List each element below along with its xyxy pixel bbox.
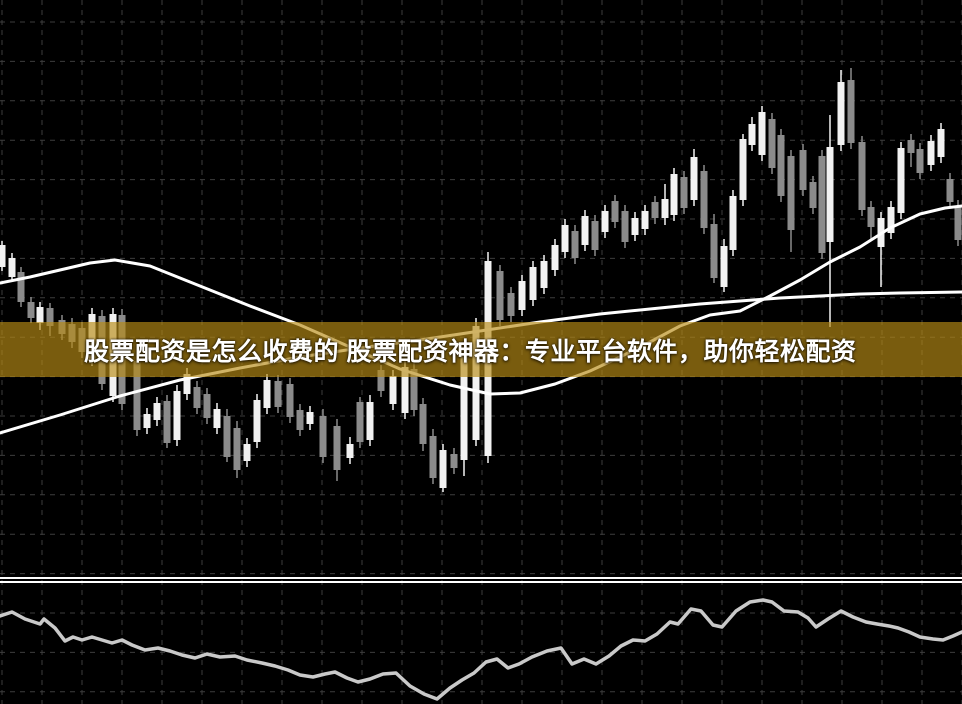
sub-indicator-line <box>0 598 962 701</box>
headline-text: 股票配资是怎么收费的 股票配资神器：专业平台软件，助你轻松配资 <box>84 337 857 366</box>
ma-fast-line <box>0 204 962 396</box>
headline-banner: 股票配资是怎么收费的 股票配资神器：专业平台软件，助你轻松配资 <box>0 322 962 377</box>
panel-separator <box>0 577 962 583</box>
